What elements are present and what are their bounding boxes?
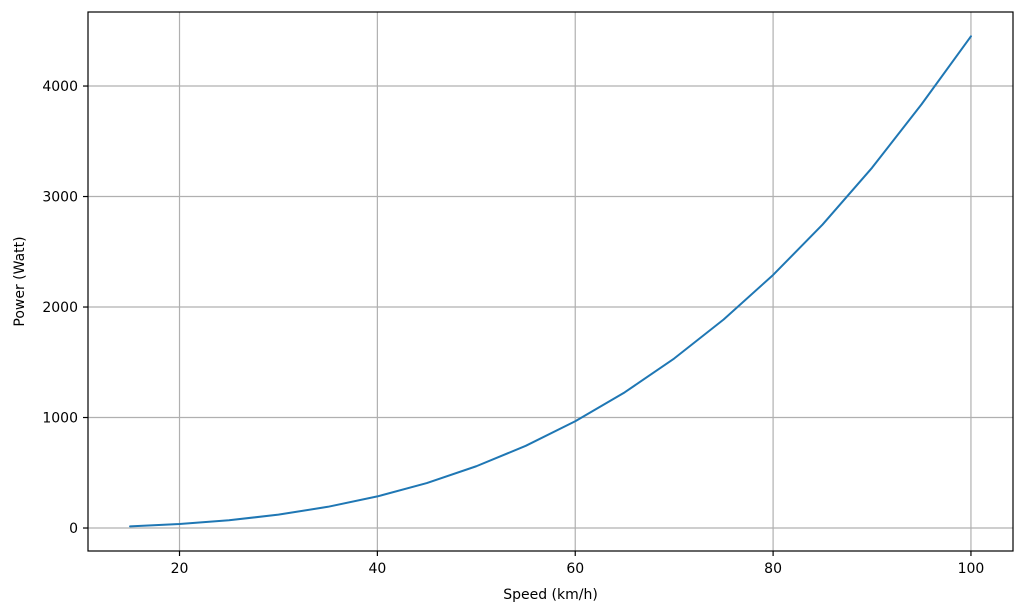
y-axis-ticks: 0 1000 2000 3000 4000 bbox=[42, 79, 88, 537]
y-tick-label: 4000 bbox=[42, 79, 78, 95]
y-tick-label: 1000 bbox=[42, 411, 78, 427]
y-tick-label: 3000 bbox=[42, 190, 78, 206]
x-tick-label: 40 bbox=[368, 561, 386, 577]
series-group bbox=[129, 35, 972, 528]
y-tick-label: 0 bbox=[69, 521, 78, 537]
grid-lines bbox=[88, 12, 1013, 551]
x-tick-label: 20 bbox=[171, 561, 189, 577]
x-tick-label: 60 bbox=[566, 561, 584, 577]
series-line-1 bbox=[129, 35, 972, 528]
x-axis-ticks: 20 40 60 80 100 bbox=[171, 551, 985, 577]
x-axis-label: Speed (km/h) bbox=[503, 587, 598, 603]
x-tick-label: 100 bbox=[958, 561, 985, 577]
y-axis-label: Power (Watt) bbox=[12, 236, 28, 326]
plot-frame bbox=[87, 11, 1014, 552]
y-tick-label: 2000 bbox=[42, 300, 78, 316]
x-tick-label: 80 bbox=[764, 561, 782, 577]
